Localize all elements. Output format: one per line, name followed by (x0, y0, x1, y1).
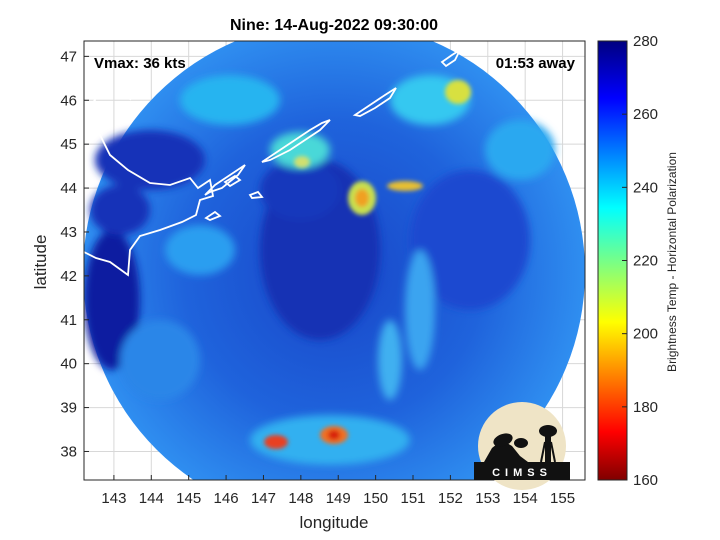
y-tick-label: 42 (60, 268, 77, 285)
x-tick-label: 149 (326, 490, 351, 507)
x-tick-label: 145 (176, 490, 201, 507)
colorbar-tick-label: 280 (633, 33, 658, 50)
x-tick-label: 144 (139, 490, 164, 507)
colorbar-tick-label: 160 (633, 472, 658, 489)
x-tick-label: 147 (251, 490, 276, 507)
x-tick-labels: 143 144 145 146 147 148 149 150 151 152 153 154 155 (101, 490, 575, 507)
colorbar-tick-label: 220 (633, 253, 658, 270)
y-tick-label: 39 (60, 400, 77, 417)
y-tick-label: 44 (60, 180, 77, 197)
colorbar-tick-label: 200 (633, 326, 658, 343)
y-tick-label: 38 (60, 443, 77, 460)
y-tick-label: 43 (60, 224, 77, 241)
y-tick-label: 47 (60, 48, 77, 65)
y-tick-label: 41 (60, 312, 77, 329)
x-tick-label: 143 (101, 490, 126, 507)
x-tick-label: 151 (400, 490, 425, 507)
cimss-logo-text: CIMSS (492, 467, 552, 479)
y-tick-label: 46 (60, 92, 77, 109)
y-tick-label: 40 (60, 356, 77, 373)
colorbar-ticks: 160 180 200 220 240 260 280 (622, 33, 658, 489)
coastlines (84, 47, 463, 277)
x-tick-label: 155 (550, 490, 575, 507)
colorbar-tick-label: 260 (633, 106, 658, 123)
x-tick-label: 152 (438, 490, 463, 507)
x-tick-label: 154 (513, 490, 538, 507)
colorbar-label: Brightness Temp - Horizontal Polarizatio… (665, 152, 679, 372)
x-tick-label: 150 (363, 490, 388, 507)
colorbar-tick-label: 240 (633, 179, 658, 196)
y-tick-label: 45 (60, 136, 77, 153)
x-axis-label: longitude (299, 513, 368, 532)
colorbar-tick-label: 180 (633, 399, 658, 416)
time-away-annotation: 01:53 away (496, 55, 576, 72)
x-tick-label: 148 (288, 490, 313, 507)
axes-frame (83, 40, 586, 481)
chart-title: Nine: 14-Aug-2022 09:30:00 (230, 17, 438, 34)
y-tick-labels: 38 39 40 41 42 43 44 45 46 47 (60, 48, 77, 460)
y-axis-label: latitude (31, 235, 50, 290)
x-tick-label: 146 (214, 490, 239, 507)
x-tick-label: 153 (475, 490, 500, 507)
brightness-temperature-swath (84, 41, 585, 480)
cimss-logo: CIMSS (474, 402, 570, 490)
vmax-annotation: Vmax: 36 kts (94, 55, 186, 72)
